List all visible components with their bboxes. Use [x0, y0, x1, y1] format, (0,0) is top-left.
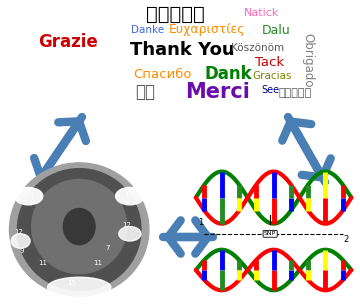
- Text: 2: 2: [343, 235, 349, 244]
- Text: Dalu: Dalu: [262, 23, 291, 37]
- Ellipse shape: [116, 188, 144, 205]
- Ellipse shape: [17, 169, 141, 290]
- Text: Danke: Danke: [131, 25, 165, 35]
- Text: Ευχαριστίες: Ευχαριστίες: [169, 23, 245, 37]
- Ellipse shape: [9, 163, 149, 296]
- Text: SNP: SNP: [264, 231, 276, 236]
- Text: R: R: [19, 166, 25, 175]
- Text: Thank You: Thank You: [130, 41, 234, 59]
- Text: Gracias: Gracias: [252, 71, 292, 81]
- Ellipse shape: [14, 188, 43, 205]
- Text: 11: 11: [94, 260, 103, 266]
- Text: Köszönöm: Köszönöm: [231, 43, 284, 53]
- Text: 1: 1: [30, 192, 34, 198]
- Text: Natick: Natick: [244, 8, 280, 18]
- Text: 15: 15: [67, 280, 76, 286]
- Text: Obrigado: Obrigado: [302, 33, 315, 87]
- Text: 7: 7: [105, 245, 110, 251]
- Text: 11: 11: [38, 260, 47, 266]
- Text: Grazie: Grazie: [38, 33, 98, 51]
- Ellipse shape: [48, 277, 111, 298]
- Ellipse shape: [32, 180, 127, 274]
- Text: 1: 1: [125, 192, 129, 198]
- Text: L: L: [134, 166, 139, 175]
- Text: ありがとう: ありがとう: [278, 88, 311, 98]
- Text: 谢谢: 谢谢: [135, 83, 155, 101]
- Text: Dank: Dank: [204, 65, 252, 83]
- Text: See: See: [261, 85, 279, 95]
- Text: Merci: Merci: [185, 82, 251, 102]
- Text: Tack: Tack: [256, 56, 284, 70]
- Ellipse shape: [63, 209, 95, 245]
- Text: 1: 1: [198, 218, 204, 227]
- Ellipse shape: [119, 227, 141, 241]
- Text: 12: 12: [122, 222, 131, 228]
- Text: 12: 12: [14, 229, 23, 235]
- Ellipse shape: [11, 234, 30, 248]
- Text: Спасибо: Спасибо: [134, 67, 192, 80]
- Text: 9: 9: [20, 248, 24, 254]
- Text: 감사합니다: 감사합니다: [146, 5, 204, 23]
